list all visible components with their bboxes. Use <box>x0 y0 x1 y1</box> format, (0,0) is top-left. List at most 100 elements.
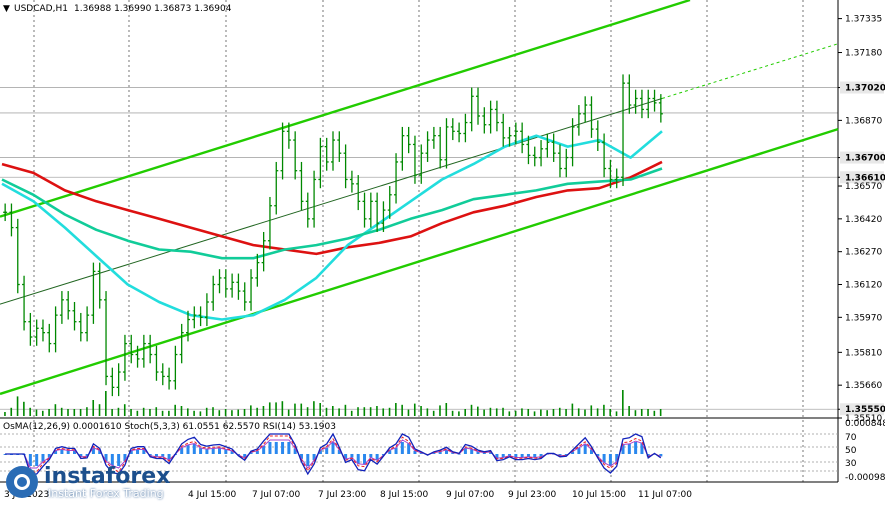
osma-bar <box>407 443 411 454</box>
price-bar <box>204 293 209 327</box>
price-bar <box>267 196 272 250</box>
price-bar <box>368 192 373 228</box>
price-bar <box>557 144 562 178</box>
osma-bar <box>363 454 367 465</box>
volume-bar <box>338 408 340 416</box>
price-bar <box>40 319 45 342</box>
price-bar <box>469 87 474 132</box>
volume-bar <box>155 407 158 416</box>
price-bar <box>85 306 90 342</box>
ma-teal-line <box>1 167 663 260</box>
price-bar <box>53 306 58 353</box>
price-axis-label: 1.37335 <box>845 15 882 25</box>
price-axis-label: 1.35660 <box>845 381 882 391</box>
volume-bar <box>313 401 315 416</box>
volume-bar <box>502 407 504 416</box>
price-axis-label: 1.36420 <box>845 215 882 225</box>
volume-bar <box>426 408 429 416</box>
osma-bar <box>35 454 39 466</box>
volume-bar <box>464 409 466 416</box>
osma-bar <box>589 449 593 454</box>
volume-bars <box>4 390 662 416</box>
volume-bar <box>111 409 113 416</box>
time-axis-label: 7 Jul 23:00 <box>318 490 367 500</box>
price-bar <box>261 231 266 272</box>
price-bar <box>463 113 468 143</box>
price-bar <box>381 201 386 232</box>
price-bar <box>526 135 531 165</box>
volume-bar <box>98 404 101 416</box>
volume-bar <box>306 407 309 416</box>
volume-bar <box>186 408 189 416</box>
symbol-title: USDCAD,H1 <box>14 4 68 14</box>
volume-bar <box>130 409 132 416</box>
osma-bar <box>161 454 165 457</box>
osma-bar <box>413 450 417 454</box>
osma-bar <box>400 442 404 454</box>
price-bar <box>154 345 159 381</box>
osma-bar <box>602 454 606 463</box>
osma-bar <box>287 442 291 454</box>
volume-bar <box>319 403 321 416</box>
price-bar <box>583 96 588 123</box>
osma-bar <box>608 454 612 466</box>
price-bar <box>9 203 14 237</box>
price-bar <box>501 113 506 147</box>
time-axis-label: 10 Jul 15:00 <box>572 490 626 500</box>
volume-bar <box>4 412 6 416</box>
volume-bar <box>527 409 530 416</box>
time-axis-label: 9 Jul 23:00 <box>508 490 557 500</box>
price-bar <box>412 135 417 184</box>
osma-bar <box>54 450 58 454</box>
osma-bar <box>577 447 581 454</box>
osma-bar <box>646 454 650 457</box>
osma-bar <box>136 449 140 454</box>
price-bar <box>356 175 361 211</box>
price-bar <box>349 170 354 193</box>
volume-bar <box>205 407 208 416</box>
price-axis-label: 1.35810 <box>845 348 882 358</box>
price-bar <box>185 310 190 342</box>
osma-bar <box>41 454 45 462</box>
instaforex-logo-icon <box>6 466 38 498</box>
osma-bar <box>451 452 455 454</box>
price-axis: 1.37335 1.37180 1.37020 1.36870 1.36700 1.366… <box>838 15 885 483</box>
volume-bar <box>628 406 630 416</box>
volume-bar <box>521 408 523 416</box>
price-bar <box>457 122 462 143</box>
price-bar <box>91 262 96 324</box>
volume-bar <box>407 409 410 416</box>
osma-bar <box>205 449 209 454</box>
volume-bar <box>552 409 555 416</box>
price-bar <box>387 186 392 219</box>
volume-bar <box>420 406 422 416</box>
price-bar <box>494 100 499 132</box>
price-bar <box>211 275 216 311</box>
price-bar <box>639 89 644 119</box>
osma-bar <box>224 449 228 454</box>
osma-bar <box>419 452 423 454</box>
price-bar <box>608 159 613 189</box>
osma-bar <box>47 454 51 458</box>
price-bar <box>362 192 367 228</box>
osma-bar <box>344 454 348 460</box>
price-bar <box>652 89 657 112</box>
osma-bar <box>501 454 505 458</box>
osma-bar <box>463 448 467 454</box>
volume-bar <box>256 407 258 416</box>
price-bar <box>110 367 115 397</box>
osma-bar <box>281 442 285 454</box>
collapse-arrow-icon[interactable]: ▼ <box>3 4 10 14</box>
volume-bar <box>10 407 13 416</box>
price-axis-label: 1.35510 <box>845 414 882 424</box>
osma-bar <box>444 449 448 454</box>
osma-bar <box>640 443 644 454</box>
volume-bar <box>609 409 612 416</box>
price-bar <box>59 291 64 324</box>
price-bar <box>173 345 178 390</box>
price-bar <box>627 74 632 114</box>
volume-bar <box>281 401 284 416</box>
osma-bar <box>180 447 184 454</box>
price-bar <box>249 269 254 311</box>
